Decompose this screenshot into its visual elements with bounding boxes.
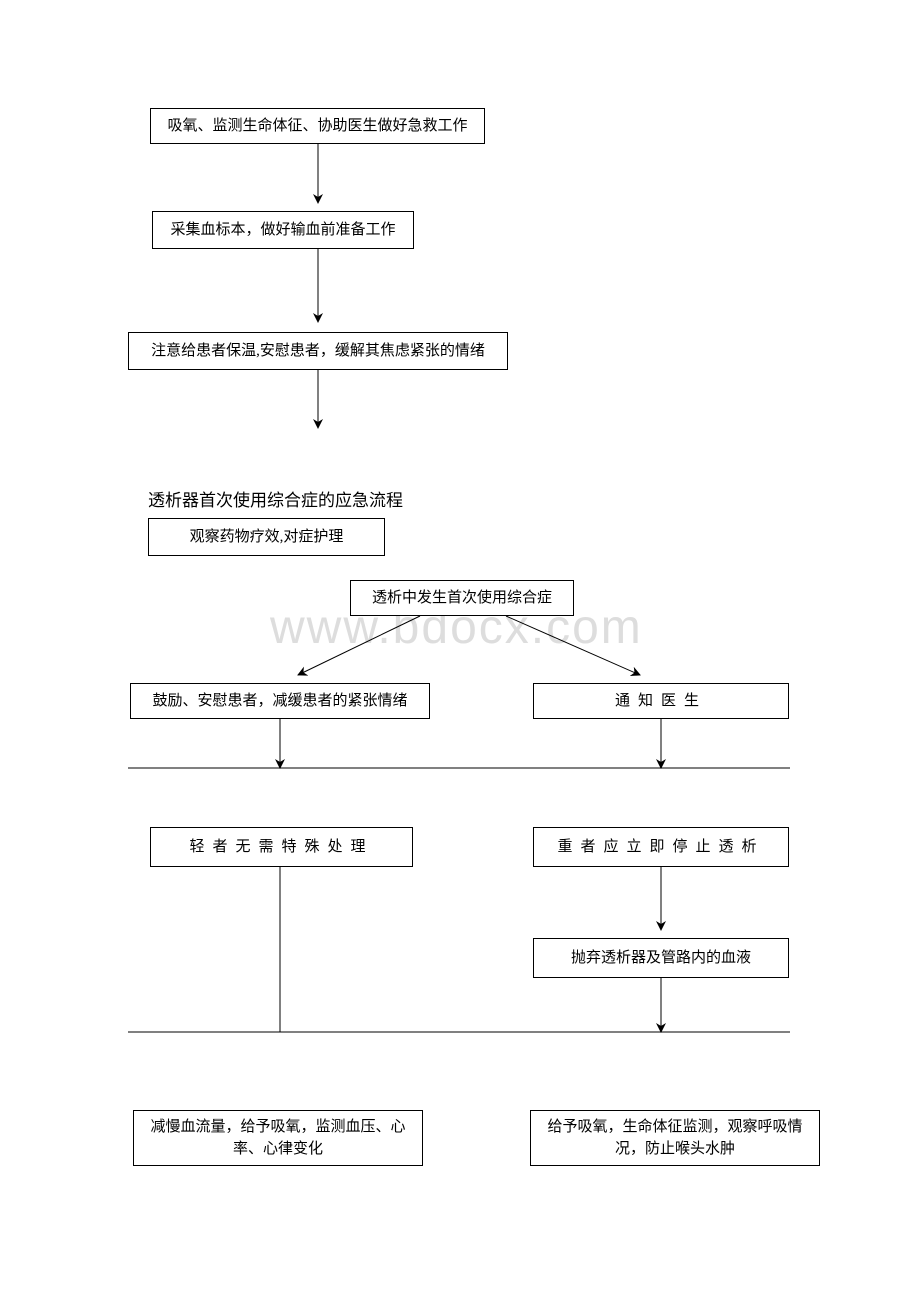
node-label: 吸氧、监测生命体征、协助医生做好急救工作 <box>167 115 467 138</box>
node-mild-no-treat: 轻者无需特殊处理 <box>150 827 413 867</box>
node-label: 注意给患者保温,安慰患者，缓解其焦虑紧张的情绪 <box>151 340 485 363</box>
node-label: 通知医生 <box>615 690 707 713</box>
node-label: 观察药物疗效,对症护理 <box>190 526 344 549</box>
node-slow-bloodflow: 减慢血流量，给予吸氧，监测血压、心率、心律变化 <box>133 1110 423 1166</box>
node-observe-drug: 观察药物疗效,对症护理 <box>148 518 385 556</box>
node-oxygen-monitor: 吸氧、监测生命体征、协助医生做好急救工作 <box>150 108 485 144</box>
node-label: 鼓励、安慰患者，减缓患者的紧张情绪 <box>152 690 407 713</box>
node-label: 减慢血流量，给予吸氧，监测血压、心率、心律变化 <box>142 1116 414 1161</box>
node-label: 重者应立即停止透析 <box>557 836 764 859</box>
section-title: 透析器首次使用综合症的应急流程 <box>148 486 403 511</box>
node-label: 抛弃透析器及管路内的血液 <box>571 947 751 970</box>
node-label: 采集血标本，做好输血前准备工作 <box>170 219 395 242</box>
node-severe-stop: 重者应立即停止透析 <box>533 827 789 867</box>
node-blood-sample: 采集血标本，做好输血前准备工作 <box>152 211 414 249</box>
node-label: 给予吸氧，生命体征监测，观察呼吸情况，防止喉头水肿 <box>539 1116 811 1161</box>
connectors-layer <box>0 0 920 1302</box>
node-label: 透析中发生首次使用综合症 <box>372 587 552 610</box>
node-discard-dialyzer: 抛弃透析器及管路内的血液 <box>533 938 789 978</box>
node-encourage-patient: 鼓励、安慰患者，减缓患者的紧张情绪 <box>130 683 430 719</box>
node-notify-doctor: 通知医生 <box>533 683 789 719</box>
node-give-oxygen: 给予吸氧，生命体征监测，观察呼吸情况，防止喉头水肿 <box>530 1110 820 1166</box>
node-keep-warm: 注意给患者保温,安慰患者，缓解其焦虑紧张的情绪 <box>128 332 508 370</box>
node-first-use-syndrome: 透析中发生首次使用综合症 <box>350 580 574 616</box>
node-label: 轻者无需特殊处理 <box>189 836 373 859</box>
